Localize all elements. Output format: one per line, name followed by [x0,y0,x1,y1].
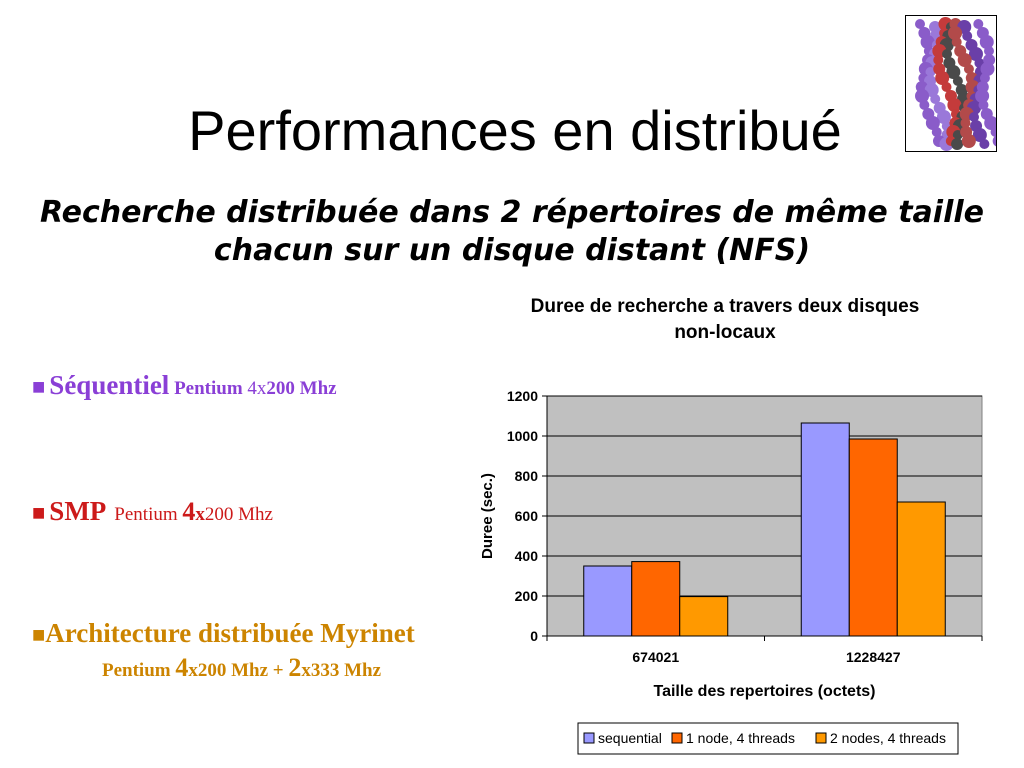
bullet-detail: Pentium [169,378,248,399]
bar-2-nodes-4-threads [896,501,946,637]
bullet-label: SMP [49,496,107,526]
bullet-detail: Pentium [102,660,176,681]
legend-swatch [671,732,683,744]
molecule-atom [992,135,996,147]
molecule-atom [925,67,936,77]
bullet-detail: 200 Mhz [204,504,273,525]
bar-sequential [583,565,633,637]
legend-box [577,722,959,755]
legend-swatch [815,732,827,744]
y-tick-label: 600 [515,508,539,524]
chart-title-line-1: Duree de recherche a travers deux disque… [530,296,920,317]
molecule-atom [942,49,953,59]
molecule-atom [931,127,942,137]
y-tick-label: 800 [515,468,539,484]
molecule-atom [961,134,976,148]
bullet-detail: x [195,504,205,525]
molecule-atom [951,138,964,150]
x-tick-label: 1228427 [846,649,901,665]
molecule-atom [915,89,930,103]
molecule-atom [946,65,961,79]
molecule-atom [975,89,990,103]
molecule-atom [947,98,962,112]
molecule-atom [979,35,994,49]
molecule-atom [930,94,941,104]
molecule-atom [962,31,973,41]
y-tick-label: 1200 [507,388,538,404]
bullet-detail: 4 [182,497,196,526]
slide-subtitle: Recherche distribuée dans 2 répertoires … [20,194,1004,270]
bullet-detail: 200 Mhz [266,378,337,399]
legend-swatch [583,732,595,744]
molecule-icon [915,17,996,151]
molecule-atom [978,100,989,110]
y-tick-label: 200 [515,588,539,604]
molecule-atom [973,19,984,29]
molecule-atom [984,116,996,130]
bullet-square-icon: ■ [32,622,46,647]
bullet-smp: ■ SMP Pentium 4x200 Mhz [32,496,273,527]
bullet-detail: Pentium [114,504,183,525]
molecule-atom [925,116,940,130]
y-axis-label: Duree (sec.) [479,473,496,559]
legend-entry: sequential [598,730,662,746]
molecule-atom [933,55,944,65]
molecule-atom [957,53,972,67]
bar-sequential [800,422,850,637]
molecule-atom [920,35,935,49]
y-tick-label: 0 [530,628,538,644]
bullet-detail: 2 [288,653,302,682]
molecule-atom [980,62,995,76]
subtitle-line-2: chacun sur un disque distant (NFS) [213,233,811,268]
bullet-sequentiel: ■ Séquentiel Pentium 4x200 Mhz [32,370,337,401]
x-tick-label: 674021 [632,649,679,665]
bullet-detail: 4 [247,378,257,399]
molecule-atom [951,37,962,47]
molecule-atom [948,26,963,40]
legend-entry: 2 nodes, 4 threads [830,730,946,746]
legend-entry: 1 node, 4 threads [686,730,795,746]
molecule-atom [979,139,990,149]
molecule-atom [919,100,930,110]
molecule-atom [990,127,996,137]
bullet-detail: x333 Mhz [301,660,382,681]
molecule-atom [963,64,974,74]
molecule-atom [969,112,980,122]
molecule-atom [941,82,952,92]
molecule-atom [960,118,971,128]
slide-title: Performances en distribué [188,99,842,162]
molecule-atom [952,76,963,86]
bullet-detail: x [256,378,267,399]
bullet-architecture: ■Architecture distribuée Myrinet Pentium… [32,618,502,683]
chart-title-line-2: non-locaux [674,322,776,343]
molecule-atom [936,110,951,124]
molecule-atom [972,128,987,142]
bullet-detail: 4 [175,653,189,682]
bullet-detail-line: Pentium 4x200 Mhz + 2x333 Mhz [102,653,502,683]
bullet-label: Séquentiel [49,370,170,400]
molecule-image [905,15,997,152]
x-axis-label: Taille des repertoires (octets) [654,683,876,700]
bullet-square-icon: ■ [32,500,46,525]
bullet-detail: x200 Mhz + [188,660,289,681]
y-tick-label: 400 [515,548,539,564]
molecule-atom [983,46,994,56]
bar-2-nodes-4-threads [679,596,729,637]
molecule-atom [968,47,983,61]
bullet-label: Architecture distribuée Myrinet [45,618,415,648]
molecule-atom [935,71,950,85]
molecule-atom [979,73,990,83]
bullet-square-icon: ■ [32,374,46,399]
molecule-atom [915,19,925,29]
y-tick-label: 1000 [507,428,538,444]
chart-title: Duree de recherche a travers deux disque… [480,294,970,346]
bar-1-node-4-threads [631,561,681,637]
bar-1-node-4-threads [848,438,898,637]
subtitle-line-1: Recherche distribuée dans 2 répertoires … [39,195,984,230]
